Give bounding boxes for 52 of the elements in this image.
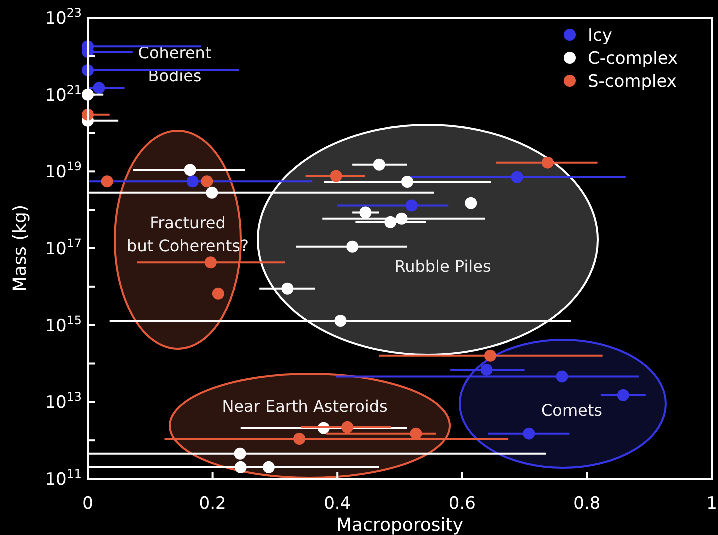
point <box>204 256 217 269</box>
point <box>184 164 196 176</box>
point <box>234 448 246 460</box>
y-tick-label: 10$^{23}$ <box>45 6 82 29</box>
y-tick-label: 10$^{11}$ <box>45 466 82 490</box>
x-tick-label: 0.4 <box>324 494 352 514</box>
point <box>212 288 224 300</box>
x-tick-label: 0.8 <box>574 494 601 514</box>
point <box>484 350 496 362</box>
point <box>617 389 630 402</box>
y-tick-label: 10$^{13}$ <box>45 390 82 414</box>
point <box>384 216 397 228</box>
point <box>360 206 372 219</box>
point <box>523 428 536 440</box>
point <box>330 170 342 182</box>
point <box>334 314 347 327</box>
point <box>234 461 247 474</box>
point <box>401 176 414 188</box>
y-tick-label: 10$^{17}$ <box>45 236 82 260</box>
point <box>346 240 359 253</box>
point <box>465 197 478 210</box>
point <box>511 171 524 184</box>
x-tick-label: 0.2 <box>199 494 226 514</box>
y-axis-title: Mass (kg) <box>10 205 31 292</box>
point <box>396 212 408 225</box>
point <box>556 370 568 383</box>
x-tick-label: 1 <box>706 494 718 514</box>
y-tick-label: 10$^{21}$ <box>45 82 82 106</box>
x-tick-label: 0.6 <box>448 494 476 514</box>
legend-label: Icy <box>588 26 612 46</box>
point <box>542 156 554 169</box>
point <box>342 421 354 434</box>
y-tick-label: 10$^{15}$ <box>45 313 82 336</box>
point <box>480 364 493 376</box>
point <box>93 82 106 94</box>
x-tick-label: 0 <box>82 494 94 514</box>
annotation: Comets <box>542 401 602 420</box>
point <box>201 176 214 188</box>
x-axis-title: Macroporosity <box>336 515 464 535</box>
point <box>101 176 114 188</box>
y-tick-label: 10$^{19}$ <box>45 160 82 183</box>
point <box>262 461 275 474</box>
legend-label: S-complex <box>588 72 677 92</box>
legend-label: C-complex <box>588 48 678 69</box>
point <box>186 176 199 188</box>
point <box>406 200 418 212</box>
point <box>373 158 386 171</box>
point <box>206 186 218 199</box>
point <box>294 432 306 445</box>
annotation: Near Earth Asteroids <box>222 397 388 416</box>
annotation: Rubble Piles <box>394 257 492 276</box>
point <box>282 282 294 295</box>
